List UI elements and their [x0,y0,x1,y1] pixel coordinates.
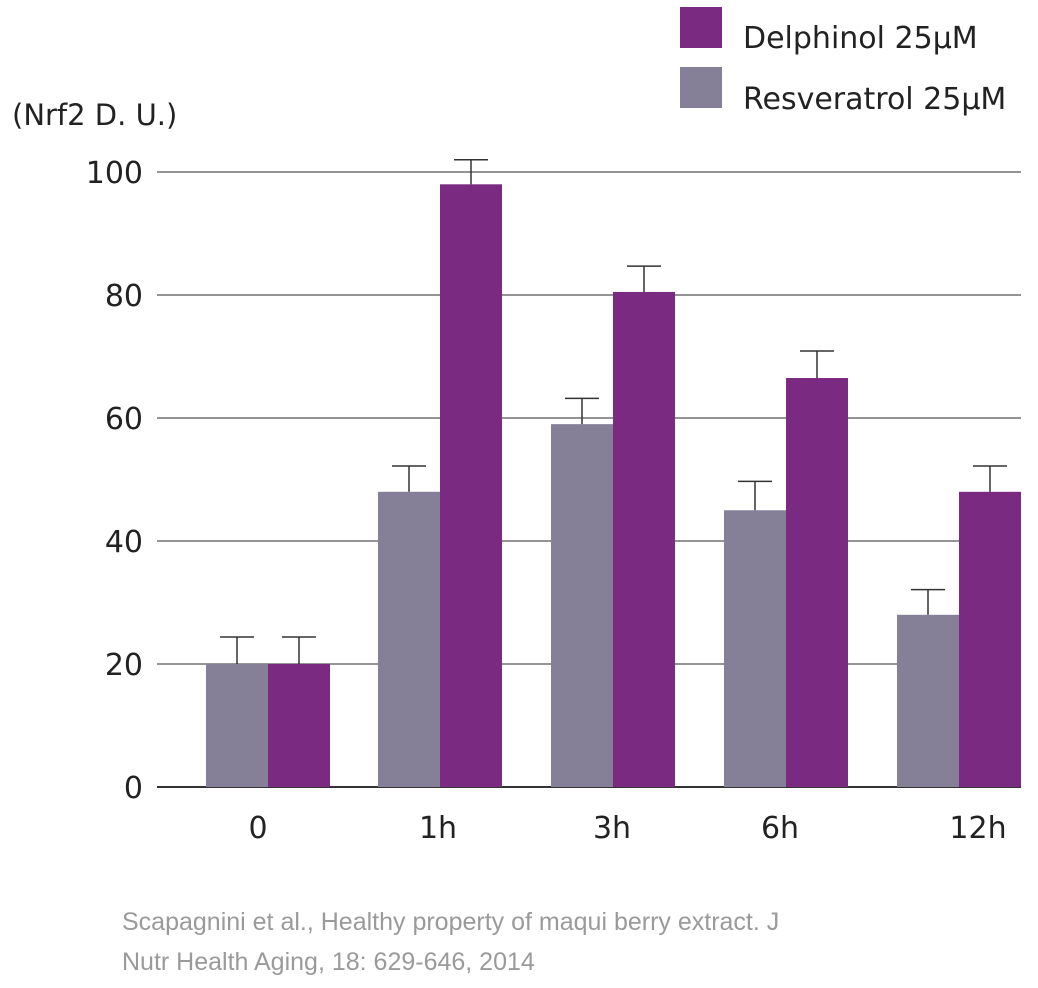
x-tick-label: 0 [248,811,267,846]
y-axis-title: (Nrf2 D. U.) [12,98,177,132]
legend-swatch [680,7,722,48]
bar-resveratrol-1 [378,491,440,787]
bar-resveratrol-2 [551,424,613,787]
y-tick-label: 20 [105,648,143,683]
bar-delphinol-3 [786,378,848,787]
x-tick-label: 6h [761,811,799,846]
bar-delphinol-4 [959,491,1021,787]
y-tick-label: 40 [105,525,143,560]
citation-line-1: Scapagnini et al., Healthy property of m… [122,908,780,936]
y-tick-label: 100 [86,156,143,191]
citation: Scapagnini et al., Healthy property of m… [122,902,942,982]
x-tick-label: 12h [949,811,1006,846]
x-tick-labels: 0 1h 3h 6h 12h [248,811,1006,846]
bar-resveratrol-3 [724,510,786,787]
x-tick-label: 1h [419,811,457,846]
legend-label: Delphinol 25μM [743,21,978,56]
bar-chart: 0 20 40 60 80 100 0 1h 3h 6h 12h (Nrf2 D. U.) Del… [12,7,1021,846]
legend: Delphinol 25μM Resveratrol 25μM [680,7,1006,117]
y-tick-label: 80 [105,279,143,314]
bar-resveratrol-0 [206,664,268,787]
y-tick-label: 60 [105,402,143,437]
y-tick-labels: 0 20 40 60 80 100 [86,156,143,806]
citation-line-2: Nutr Health Aging, 18: 629-646, 2014 [122,948,535,976]
bars [206,158,1021,788]
legend-label: Resveratrol 25μM [743,82,1006,117]
bar-delphinol-2 [613,291,675,787]
legend-swatch [680,67,722,108]
bar-resveratrol-4 [897,614,959,787]
y-tick-label: 0 [124,771,143,806]
bar-delphinol-1 [440,184,502,788]
bar-delphinol-0 [268,664,330,787]
x-tick-label: 3h [593,811,631,846]
